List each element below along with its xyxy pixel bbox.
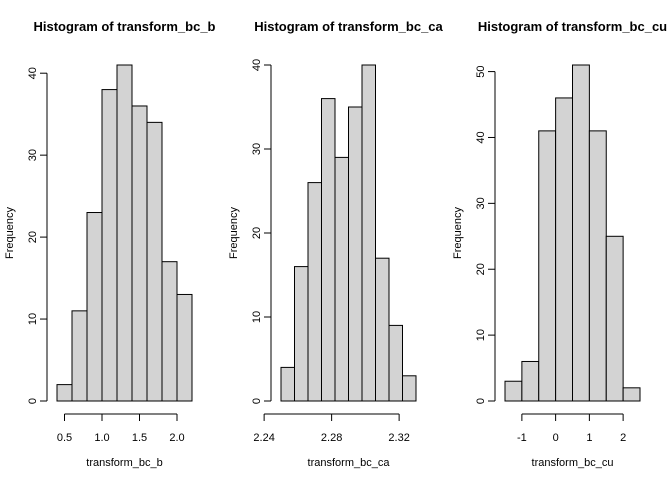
y-axis-label: Frequency (4, 207, 16, 259)
y-tick-label: 30 (27, 149, 39, 161)
bar (605, 235, 624, 402)
bar (161, 261, 178, 402)
bar (622, 387, 641, 402)
y-tick-label: 40 (27, 67, 39, 79)
bar (146, 121, 163, 402)
x-axis-label: transform_bc_ca (308, 457, 391, 469)
y-tick-label: 40 (475, 131, 487, 143)
y-axis-label: Frequency (452, 207, 464, 259)
x-tick-label: 1.0 (94, 432, 109, 444)
y-tick-label: 0 (251, 398, 263, 404)
bar (375, 257, 390, 402)
x-tick-label: 0.5 (57, 432, 72, 444)
chart-title: Histogram of transform_bc_cu (478, 19, 667, 34)
bar (101, 89, 118, 402)
x-tick-label: 2.0 (169, 432, 184, 444)
bar (521, 360, 540, 402)
y-tick-label: 20 (27, 231, 39, 243)
x-tick-label: 2.28 (321, 432, 342, 444)
bar (538, 130, 557, 402)
y-tick-label: 30 (475, 197, 487, 209)
x-axis-label: transform_bc_cu (532, 457, 614, 469)
y-tick-label: 20 (475, 263, 487, 275)
x-tick-label: 0 (553, 432, 559, 444)
x-tick-label: 2.32 (388, 432, 409, 444)
bar (131, 105, 148, 402)
x-tick-label: 2.24 (253, 432, 274, 444)
bar (504, 380, 523, 402)
y-tick-label: 10 (475, 329, 487, 341)
bar (294, 266, 309, 402)
y-tick-label: 30 (251, 143, 263, 155)
bar (334, 156, 349, 402)
y-tick-label: 50 (475, 65, 487, 77)
bar (280, 366, 295, 402)
bar (402, 375, 417, 402)
y-tick-label: 0 (27, 398, 39, 404)
x-axis-label: transform_bc_b (86, 457, 162, 469)
bar (555, 97, 573, 402)
chart-title: Histogram of transform_bc_ca (254, 19, 443, 34)
y-axis-label: Frequency (228, 207, 240, 259)
bar (361, 64, 376, 402)
x-tick-label: 1 (586, 432, 592, 444)
y-tick-label: 0 (475, 398, 487, 404)
y-tick-label: 10 (251, 311, 263, 323)
bar (86, 212, 103, 402)
bar (307, 182, 322, 402)
chart-title: Histogram of transform_bc_b (33, 19, 215, 34)
bar (348, 106, 363, 402)
x-tick-label: 1.5 (132, 432, 147, 444)
x-tick-label: -1 (517, 432, 527, 444)
bar (388, 324, 403, 402)
bar (116, 64, 133, 402)
bar (56, 384, 73, 402)
bar (176, 293, 193, 402)
y-tick-label: 20 (251, 227, 263, 239)
x-tick-label: 2 (620, 432, 626, 444)
bar (71, 310, 88, 402)
y-tick-label: 10 (27, 313, 39, 325)
bar (572, 64, 590, 402)
bar (321, 98, 336, 402)
bar (588, 130, 607, 402)
y-tick-label: 40 (251, 59, 263, 71)
